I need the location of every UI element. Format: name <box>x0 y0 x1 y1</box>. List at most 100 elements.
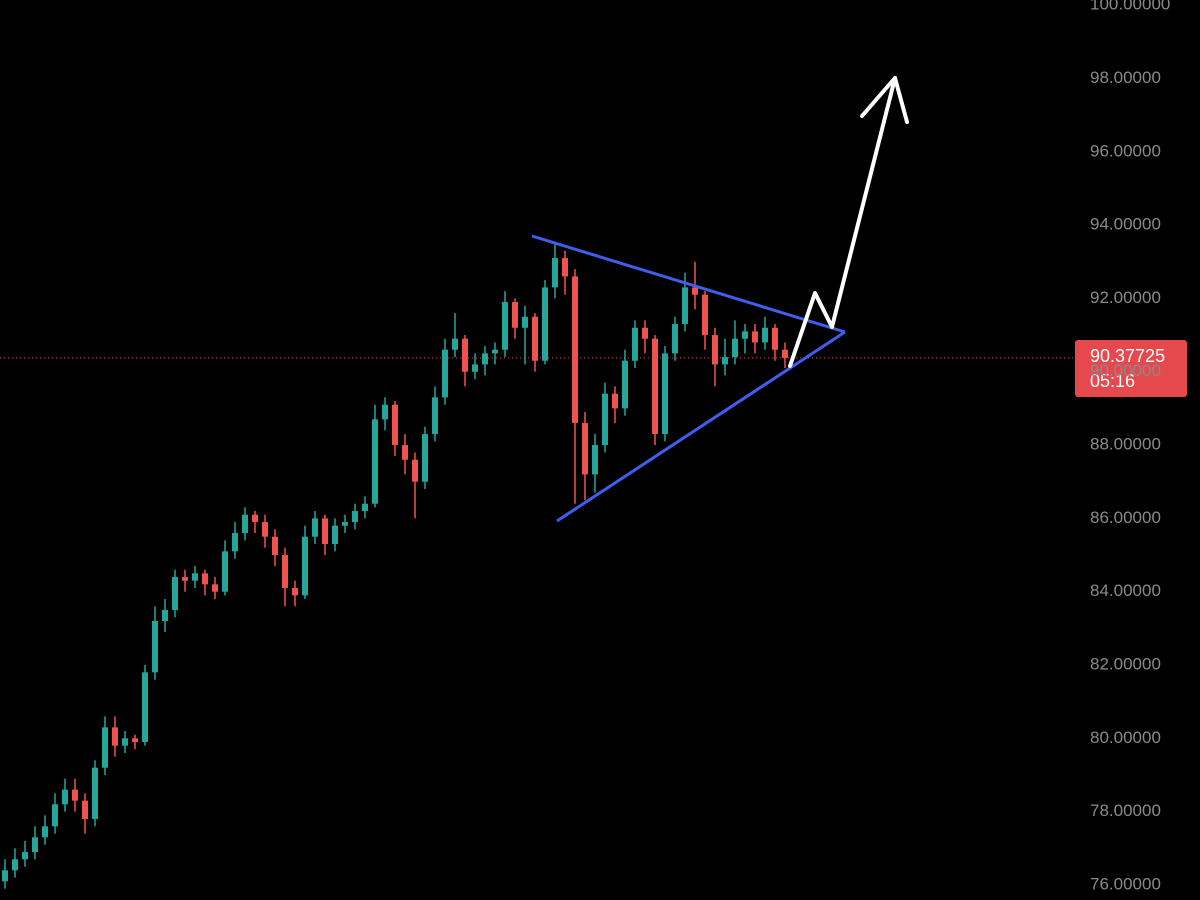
candle-body <box>712 335 718 365</box>
candle-body <box>132 738 138 742</box>
candle-body <box>702 294 708 336</box>
candle-body <box>462 338 468 372</box>
candle-body <box>232 533 238 552</box>
candle-body <box>632 327 638 361</box>
candle-body <box>692 287 698 295</box>
candle-body <box>332 525 338 545</box>
y-tick-label: 76.00000 <box>1090 874 1161 893</box>
candle-body <box>602 393 608 446</box>
y-tick-label: 80.00000 <box>1090 728 1161 747</box>
candle-body <box>742 331 748 339</box>
y-tick-label: 90.00000 <box>1090 361 1161 380</box>
candle-body <box>282 555 288 589</box>
candle-body <box>432 397 438 435</box>
candle-body <box>672 324 678 354</box>
candle-body <box>512 302 518 328</box>
y-tick-label: 96.00000 <box>1090 141 1161 160</box>
y-tick-label: 100.00000 <box>1090 0 1170 14</box>
candles <box>2 243 788 889</box>
y-tick-label: 88.00000 <box>1090 435 1161 454</box>
candle-body <box>752 331 758 343</box>
candle-body <box>142 672 148 742</box>
lower-trendline <box>556 330 846 523</box>
candle-body <box>362 503 368 512</box>
candle-body <box>522 316 528 328</box>
candle-body <box>312 518 318 537</box>
candle-body <box>12 859 18 871</box>
y-tick-label: 86.00000 <box>1090 508 1161 527</box>
candle-body <box>592 445 598 475</box>
y-tick-label: 82.00000 <box>1090 654 1161 673</box>
candle-body <box>772 327 778 350</box>
candle-body <box>272 536 278 556</box>
candle-body <box>502 302 508 350</box>
candle-body <box>262 522 268 537</box>
candle-body <box>182 577 188 581</box>
candle-body <box>482 353 488 365</box>
candle-body <box>532 316 538 361</box>
candle-body <box>242 514 248 534</box>
candle-body <box>2 870 8 882</box>
candle-body <box>642 327 648 339</box>
candle-body <box>202 573 208 585</box>
candle-body <box>32 837 38 852</box>
candle-body <box>412 459 418 482</box>
candle-body <box>762 327 768 343</box>
arrow-head <box>860 76 909 124</box>
candle-body <box>72 789 78 801</box>
candle-body <box>402 445 408 460</box>
candle-body <box>452 338 458 350</box>
candle-body <box>22 851 28 860</box>
candle-body <box>302 536 308 596</box>
candle-body <box>212 584 218 592</box>
candle-body <box>422 434 428 482</box>
price-label-box <box>1075 340 1187 397</box>
candle-body <box>172 577 178 611</box>
candle-body <box>582 423 588 475</box>
candle-body <box>122 738 128 746</box>
candle-body <box>682 287 688 325</box>
candle-body <box>612 393 618 409</box>
candle-body <box>722 357 728 365</box>
candle-body <box>542 287 548 361</box>
candle-body <box>562 258 568 277</box>
candle-body <box>112 727 118 746</box>
candle-body <box>392 404 398 446</box>
y-tick-label: 92.00000 <box>1090 288 1161 307</box>
candle-body <box>442 349 448 398</box>
upper-trendline <box>531 234 846 334</box>
y-tick-label: 84.00000 <box>1090 581 1161 600</box>
y-tick-label: 94.00000 <box>1090 215 1161 234</box>
candle-body <box>322 518 328 545</box>
candle-body <box>222 551 228 592</box>
y-tick-label: 98.00000 <box>1090 68 1161 87</box>
candle-body <box>492 349 498 354</box>
candle-body <box>622 360 628 409</box>
candle-body <box>192 573 198 581</box>
candle-body <box>552 258 558 288</box>
y-tick-label: 78.00000 <box>1090 801 1161 820</box>
candle-body <box>472 364 478 372</box>
candle-body <box>82 800 88 819</box>
candle-body <box>382 404 388 420</box>
countdown: 05:16 <box>1090 371 1135 391</box>
candle-body <box>782 349 788 358</box>
candle-body <box>152 621 158 673</box>
candle-body <box>162 610 168 622</box>
candle-body <box>102 727 108 768</box>
candle-body <box>372 419 378 504</box>
candle-body <box>342 522 348 526</box>
candle-body <box>662 353 668 435</box>
candle-body <box>52 804 58 827</box>
candle-body <box>572 276 578 424</box>
candle-body <box>252 514 258 523</box>
candle-body <box>352 511 358 523</box>
projection-arrow <box>788 76 897 368</box>
candle-body <box>42 826 48 838</box>
candle-body <box>92 767 98 819</box>
candle-body <box>62 789 68 805</box>
candle-body <box>652 338 658 435</box>
